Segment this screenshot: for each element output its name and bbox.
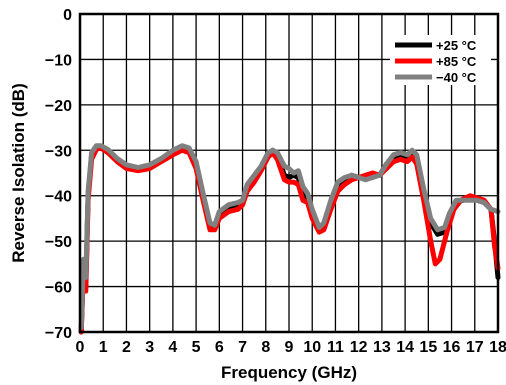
series-line [78,143,501,330]
x-tick-label: 8 [261,339,270,356]
x-tick-label: 9 [285,339,294,356]
x-tick-label: 7 [238,339,247,356]
y-tick-label: −60 [45,280,72,297]
x-tick-label: 13 [373,339,391,356]
x-tick-label: 6 [215,339,224,356]
x-tick-label: 3 [145,339,154,356]
y-tick-label: −20 [45,98,72,115]
x-tick-label: 4 [168,339,177,356]
y-tick-label: −50 [45,234,72,251]
x-tick-labels: 0 1 2 3 4 5 6 7 8 9 10 11 12 13 14 15 16 17 18 [76,339,506,356]
x-tick-label: 5 [192,339,201,356]
y-tick-label: 0 [63,7,72,24]
x-tick-label: 10 [303,339,321,356]
x-tick-label: 14 [396,339,414,356]
y-axis-label: Reverse Isolation (dB) [9,83,28,263]
x-tick-label: 15 [419,339,437,356]
x-tick-label: 16 [443,339,461,356]
series-line [78,145,501,335]
legend-label: −40 °C [436,70,477,85]
x-tick-label: 18 [489,339,506,356]
x-tick-label: 2 [122,339,131,356]
legend-label: +85 °C [436,54,477,69]
y-tick-label: −10 [45,52,72,69]
x-tick-label: 11 [327,339,344,356]
y-tick-label: −70 [45,325,72,342]
x-tick-label: 0 [76,339,85,356]
y-tick-label: −30 [45,143,72,160]
x-tick-label: 17 [466,339,484,356]
plot-frame [78,12,500,334]
legend-label: +25 °C [436,38,477,53]
x-tick-label: 1 [99,339,108,356]
y-tick-labels: 0 −10 −20 −30 −40 −50 −60 −70 [45,7,72,342]
series-lines [78,143,501,335]
y-tick-label: −40 [45,189,72,206]
legend: +25 °C+85 °C−40 °C [390,35,491,85]
x-axis-label: Frequency (GHz) [221,363,357,382]
x-tick-label: 12 [350,339,368,356]
